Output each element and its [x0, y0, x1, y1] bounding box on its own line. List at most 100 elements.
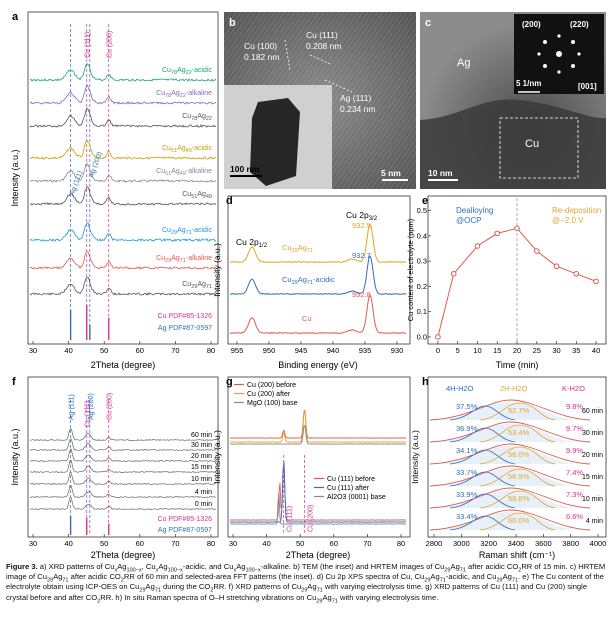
pdf-label-cu: Cu PDF#85-1326: [158, 516, 213, 523]
cu-content-point: [450, 270, 457, 277]
caption-text: 2: [120, 577, 124, 584]
panel-d-x-ticks: 955 950 945 940 935 930: [231, 341, 403, 355]
fraction-2h: 53.4%: [508, 428, 530, 437]
panel-g-traces: Cu (200) before Cu (200) after MgO (100) b…: [229, 382, 407, 535]
raman-fit-area: [430, 424, 580, 442]
trace-label: Cu78Ag22-alkaline: [156, 90, 212, 99]
panel-a-reference-lines: Cu (111) Cu (200) Ag (111) Ag (200): [69, 24, 114, 340]
fft-spots: [537, 34, 581, 74]
legend-entry: Cu (111) before: [327, 476, 375, 483]
x-tick-label: 40: [64, 539, 72, 548]
raman-trace: [429, 465, 591, 487]
fraction-4h: 36.9%: [456, 424, 478, 433]
caption-text: 29: [46, 577, 54, 584]
time-label: 15 min: [582, 474, 603, 481]
ref-label: Ag (111): [69, 394, 76, 420]
x-tick-label: 2800: [426, 539, 443, 548]
note-redeposition: Re-deposition: [552, 206, 601, 215]
raman-fit-area: [430, 446, 580, 464]
ref-label-cu200: Cu (200): [107, 31, 114, 58]
caption-text: Ag: [145, 582, 155, 592]
particle-shape-b: [250, 98, 300, 186]
xrd-trace: [29, 496, 217, 510]
caption-text: x: [114, 567, 118, 574]
caption-text: -alkaline. b) TEM (the inset) and HRTEM …: [260, 562, 445, 571]
trace-label: Cu78Ag22-acidic: [162, 67, 212, 76]
panel-h: h 4H-H2O 2H-H2O K-H2O 37.5% 52.7% 9.8%60 min 3…: [410, 376, 607, 560]
ref-label: Ag (200): [88, 393, 95, 420]
caption-text: with varying electrolysis time.: [337, 592, 439, 602]
fraction-k: 7.3%: [566, 490, 583, 499]
x-tick-label: 3200: [480, 539, 497, 548]
raman-trace: [429, 443, 591, 465]
component-header: K-H2O: [562, 384, 585, 393]
panel-d-frame: [227, 195, 411, 345]
caption-text: after acidic CO: [68, 572, 121, 582]
xps-trace-label: Cu29Ag71: [282, 243, 313, 254]
caption-text: 71: [511, 577, 519, 584]
ref-label-ag111: Ag (111): [69, 170, 84, 197]
panel-d-traces: 932.5 Cu29Ag71 932.7 Cu29Ag71-acidic 932.8 Cu: [229, 221, 407, 334]
fft-spot: [543, 64, 547, 68]
raman-trace: [429, 487, 591, 509]
caption-text: after acidic CO: [465, 562, 519, 571]
x-tick-label: 80: [207, 346, 215, 355]
x-tick-label: 60: [136, 539, 144, 548]
xps-trace: [229, 294, 407, 334]
x-tick-label: 70: [171, 539, 179, 548]
lattice-annotation: Cu (111): [306, 30, 338, 40]
raman-component: [479, 424, 556, 443]
ref-label-cu111: Cu (111): [85, 32, 92, 58]
caption-text: a) XRD patterns of Cu: [37, 562, 115, 571]
lattice-annotation: Ag (111): [340, 93, 372, 103]
raman-trace: [429, 509, 591, 531]
cu-content-point: [435, 334, 441, 340]
lattice-marker: [324, 79, 353, 93]
fraction-2h: 58.8%: [508, 494, 530, 503]
x-tick-label: 4000: [590, 539, 607, 548]
xrd-trace: [29, 83, 217, 105]
x-tick-label: 3000: [453, 539, 470, 548]
x-tick-label: 5: [456, 346, 460, 355]
trace-label: Cu51Ag49-alkaline: [156, 168, 212, 177]
fft-spot: [571, 40, 575, 44]
lattice-marker: [284, 39, 291, 71]
trace-label: Cu51Ag49: [182, 191, 212, 200]
x-tick-label: 80: [207, 539, 215, 548]
raman-component: [449, 405, 516, 421]
pdf-label-ag: Ag PDF#87-0597: [158, 325, 212, 332]
panel-d-ylabel: Intensity (a.u.): [212, 243, 222, 297]
note-voltage: @−2.0 V: [552, 216, 584, 225]
fft-label-001: [001]: [578, 82, 597, 91]
xps-label-2p12: Cu 2p1/2: [236, 237, 268, 249]
raman-fit-area: [430, 402, 580, 420]
panel-a-ylabel: Intensity (a.u.): [10, 149, 20, 206]
trace-label: Cu29Ag71-acidic: [162, 227, 212, 236]
x-tick-label: 25: [533, 346, 541, 355]
ref-label: Cu (111): [85, 401, 92, 427]
raman-component: [479, 468, 556, 487]
legend-entry: Al2O3 (0001) base: [327, 494, 386, 501]
xps-trace-label: Cu29Ag71-acidic: [282, 275, 335, 286]
xrd-trace-bottom: [229, 491, 407, 525]
fft-scale-label: 5 1/nm: [516, 79, 541, 88]
lattice-annotation: 0.208 nm: [306, 41, 341, 51]
xrd-trace: [29, 428, 217, 441]
peak-label: Cu (111): [287, 506, 294, 532]
panel-e: e 0 5 10 15 20 25 30 35 40 0.0 0.1 0.2 0.3 0.4 0.5 Dea…: [406, 195, 607, 370]
region-label-ag: Ag: [457, 57, 470, 69]
raman-fit-area: [430, 468, 580, 486]
fraction-2h: 52.7%: [508, 406, 530, 415]
x-tick-label: 945: [295, 346, 308, 355]
x-tick-label: 940: [327, 346, 340, 355]
fraction-k: 9.7%: [566, 424, 583, 433]
time-label: 60 min: [582, 408, 603, 415]
xps-label-2p32: Cu 2p3/2: [346, 210, 378, 222]
x-tick-label: 30: [29, 539, 37, 548]
x-tick-label: 3800: [562, 539, 579, 548]
lattice-annotation: 0.234 nm: [340, 104, 375, 114]
x-tick-label: 80: [397, 539, 405, 548]
x-tick-label: 30: [552, 346, 560, 355]
xrd-trace: [29, 438, 217, 451]
x-tick-label: 40: [262, 539, 270, 548]
